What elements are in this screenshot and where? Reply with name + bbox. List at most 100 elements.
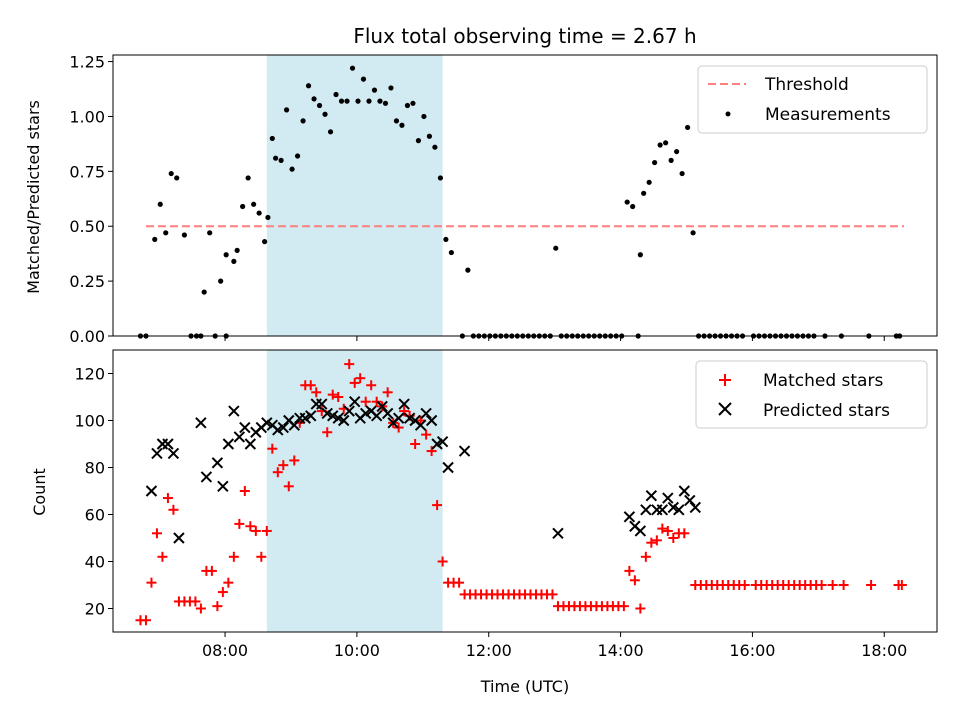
- measurement-point: [679, 170, 685, 177]
- measurement-point: [624, 199, 630, 205]
- measurement-point: [168, 170, 174, 177]
- predicted-star-point: [348, 395, 361, 408]
- measurement-point: [231, 258, 237, 264]
- top-observing-span: [266, 55, 443, 336]
- matched-star-point: [410, 439, 421, 449]
- predicted-star-point: [398, 398, 410, 410]
- matched-star-point: [624, 565, 635, 576]
- measurement-point: [322, 111, 328, 117]
- measurement-point: [256, 210, 262, 216]
- matched-star-point: [162, 493, 173, 504]
- measurement-point: [265, 214, 271, 221]
- matched-star-point: [234, 518, 245, 529]
- x-tick-label: 14:00: [598, 641, 644, 660]
- predicted-star-point: [689, 501, 702, 514]
- measurement-point: [668, 157, 674, 163]
- x-tick-label: 18:00: [861, 641, 907, 660]
- matched-star-point: [223, 577, 234, 588]
- measurement-point: [404, 102, 411, 109]
- predicted-star-point: [623, 511, 636, 523]
- matched-star-point: [256, 551, 267, 562]
- matched-star-point: [640, 551, 651, 562]
- bottom-x-axis-ticks: 08:00 10:00 12:00 14:00 16:00 18:00: [202, 632, 907, 660]
- measurement-point: [223, 252, 229, 258]
- predicted-star-point: [228, 405, 240, 417]
- predicted-star-point: [239, 421, 251, 434]
- matched-star-point: [289, 455, 300, 466]
- x-tick-label: 10:00: [334, 641, 380, 660]
- predicted-star-point: [684, 494, 696, 507]
- measurement-point: [294, 153, 301, 159]
- matched-star-point: [355, 373, 366, 384]
- top-y-axis-label: Matched/Predicted stars: [24, 100, 43, 294]
- predicted-star-point: [645, 489, 658, 502]
- measurement-point: [283, 107, 290, 113]
- predicted-star-point: [640, 504, 652, 516]
- bottom-legend-box: [695, 360, 928, 429]
- measurement-point: [181, 232, 188, 238]
- predicted-star-point: [338, 414, 350, 427]
- measurement-point: [393, 118, 400, 124]
- matched-star-point: [866, 580, 877, 590]
- measurement-point: [311, 96, 317, 102]
- y-tick-label: 60: [85, 506, 105, 525]
- matched-star-point: [278, 460, 289, 471]
- matched-star-point: [421, 429, 432, 440]
- y-tick-label: 0.50: [69, 217, 105, 236]
- matched-star-point: [547, 589, 558, 600]
- measurements-legend-swatch: [725, 111, 731, 117]
- matched-stars-legend-label: Matched stars: [763, 371, 883, 391]
- measurement-point: [218, 278, 224, 284]
- predicted-star-point: [634, 525, 647, 537]
- measurement-point: [410, 100, 416, 106]
- matched-stars-points: [135, 359, 907, 626]
- matched-star-point: [437, 556, 448, 567]
- top-y-axis-ticks: 0.00 0.25 0.50 0.75 1.00 1.25: [69, 53, 113, 346]
- predicted-star-point: [222, 438, 235, 450]
- predicted-star-point: [552, 527, 564, 540]
- matched-star-point: [140, 615, 151, 626]
- y-tick-label: 120: [74, 365, 105, 384]
- measurement-point: [152, 236, 158, 243]
- measurement-point: [305, 83, 312, 89]
- measurement-point: [349, 65, 356, 71]
- bottom-legend: Matched stars Predicted stars: [695, 360, 928, 429]
- measurement-point: [426, 133, 433, 139]
- matched-star-point: [739, 580, 750, 590]
- measurement-point: [641, 190, 647, 196]
- y-tick-label: 0.00: [69, 327, 105, 346]
- matched-star-point: [646, 537, 657, 548]
- measurement-point: [448, 249, 454, 256]
- predicted-star-point: [343, 405, 355, 417]
- matched-star-point: [454, 577, 465, 588]
- matched-star-point: [371, 396, 382, 407]
- predicted-star-point: [414, 419, 427, 431]
- bottom-plot-frame: [112, 349, 938, 633]
- bottom-y-axis-label: Count: [30, 468, 49, 516]
- matched-star-point: [662, 525, 673, 536]
- matched-star-point: [327, 389, 338, 400]
- measurement-point: [366, 98, 372, 104]
- matched-star-point: [305, 380, 316, 391]
- predicted-stars-points: [145, 395, 702, 544]
- matched-star-point: [360, 396, 371, 407]
- measurement-point: [646, 179, 652, 185]
- measurement-point: [289, 166, 295, 172]
- measurement-point: [338, 98, 345, 104]
- measurement-point: [432, 144, 438, 150]
- measurement-point: [245, 175, 251, 181]
- matched-star-point: [261, 525, 272, 536]
- matched-star-point: [629, 575, 640, 586]
- matched-star-point: [679, 528, 690, 539]
- matched-star-point: [366, 380, 377, 391]
- predicted-star-point: [305, 410, 317, 422]
- measurement-point: [663, 140, 669, 146]
- matched-stars-legend-swatch: [719, 374, 731, 386]
- measurement-point: [240, 203, 246, 210]
- measurement-point: [437, 175, 444, 181]
- measurement-point: [443, 236, 449, 243]
- predicted-stars-legend-label: Predicted stars: [763, 401, 890, 421]
- predicted-star-point: [211, 457, 224, 469]
- matched-star-point: [272, 467, 283, 478]
